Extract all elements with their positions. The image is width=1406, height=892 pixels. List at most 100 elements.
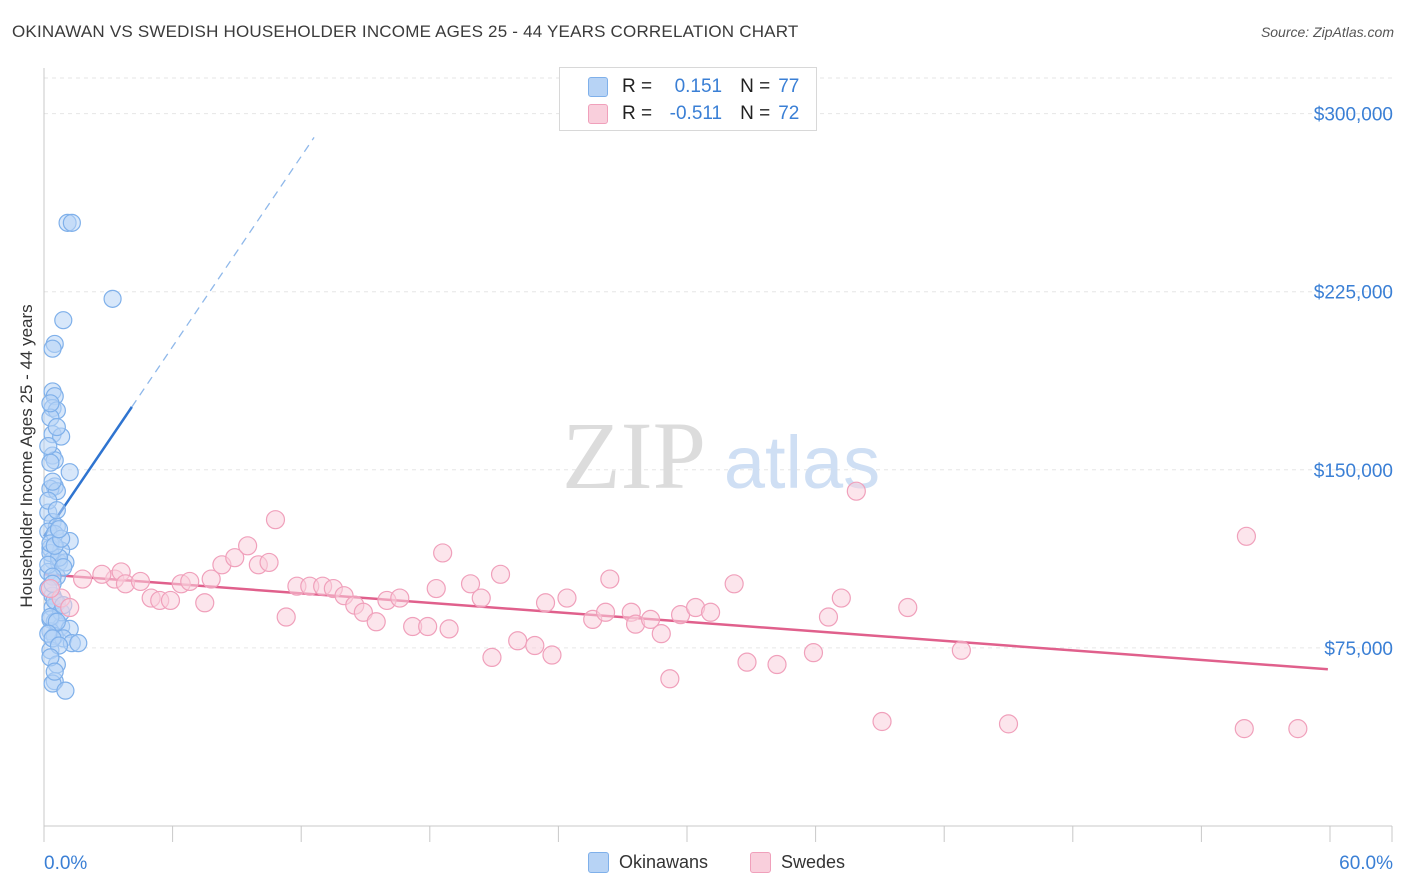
okinawans-legend-label: Okinawans	[619, 852, 709, 872]
n-label: N =	[740, 103, 771, 124]
swedes-point	[831, 588, 851, 608]
swedes-point	[737, 652, 757, 672]
swedes-point	[418, 616, 438, 637]
okinawans-point	[56, 681, 75, 700]
swedes-point	[195, 593, 215, 613]
source-label: Source: ZipAtlas.com	[1260, 24, 1394, 40]
swedes-point	[872, 711, 892, 732]
swedes-point	[390, 588, 410, 608]
tick-labels: $75,000 $150,000 $225,000 $300,000 0.0% 60.0%	[44, 105, 1393, 874]
swedes-point	[846, 481, 866, 501]
r-value: 0.151	[674, 76, 723, 97]
swedes-point	[40, 578, 61, 599]
swedes-point	[557, 588, 577, 608]
legend-item-okinawans: Okinawans	[588, 852, 708, 873]
r-label: R =	[622, 103, 653, 124]
data-points	[39, 213, 1308, 739]
swedes-point	[259, 552, 279, 573]
legend-row-swedes: R = -0.511 N = 72	[588, 101, 799, 127]
swedes-point	[92, 564, 112, 584]
okinawans-legend-swatch	[588, 852, 609, 873]
okinawans-point	[47, 417, 66, 437]
swedes-point	[600, 569, 620, 589]
x-tick-label: 0.0%	[44, 853, 87, 874]
swedes-point	[1236, 526, 1257, 546]
swedes-point	[535, 593, 556, 613]
swedes-point	[651, 624, 671, 644]
swedes-point	[640, 609, 661, 630]
okinawans-point	[41, 394, 60, 413]
x-tick-label: 60.0%	[1339, 853, 1393, 874]
swedes-point	[60, 597, 80, 618]
okinawans-point	[54, 311, 73, 330]
swedes-point	[700, 602, 721, 622]
swedes-point	[542, 645, 562, 665]
swedes-point	[460, 574, 481, 594]
swedes-point	[767, 654, 787, 675]
legend-item-swedes: Swedes	[750, 852, 845, 873]
swedes-point	[508, 631, 528, 651]
swedes-point	[180, 571, 200, 592]
okinawans-point	[45, 662, 64, 681]
swedes-point	[724, 574, 744, 594]
y-axis-label: Householder Income Ages 25 - 44 years	[17, 304, 36, 608]
swedes-point	[353, 602, 373, 622]
swedes-point	[998, 714, 1019, 734]
swedes-point	[72, 569, 93, 589]
okinawans-point	[62, 213, 81, 232]
okinawans-point	[49, 520, 69, 539]
watermark: ZIP atlas	[562, 402, 880, 509]
y-tick-label: $150,000	[1314, 461, 1393, 482]
swedes-point	[525, 635, 545, 656]
okinawans-trend-extension	[131, 137, 315, 408]
okinawans-point	[43, 472, 62, 491]
swedes-point	[482, 647, 502, 668]
r-label: R =	[622, 76, 653, 97]
swedes-point	[426, 578, 446, 599]
n-value: 77	[778, 76, 800, 97]
swedes-point	[951, 640, 971, 660]
swedes-point	[366, 612, 386, 632]
okinawans-point	[43, 339, 62, 358]
r-value: -0.511	[669, 103, 723, 124]
okinawans-point	[69, 634, 88, 653]
y-tick-label: $300,000	[1314, 105, 1393, 126]
y-tick-label: $225,000	[1314, 283, 1393, 304]
swedes-swatch	[588, 104, 608, 124]
okinawans-point	[103, 289, 122, 308]
swedes-point	[490, 564, 511, 584]
swedes-point	[660, 669, 680, 689]
gridlines	[44, 77, 1392, 649]
swedes-point	[130, 571, 151, 592]
swedes-legend-swatch	[750, 852, 771, 873]
n-label: N =	[740, 76, 771, 97]
swedes-point	[276, 607, 296, 627]
okinawans-swatch	[588, 77, 608, 97]
swedes-point	[1234, 719, 1254, 739]
y-tick-label: $75,000	[1324, 639, 1393, 660]
legend-row-okinawans: R = 0.151 N = 77	[588, 74, 799, 100]
swedes-point	[201, 569, 221, 589]
okinawans-point	[60, 463, 79, 482]
n-value: 72	[778, 103, 800, 124]
swedes-legend-label: Swedes	[781, 852, 846, 872]
okinawans-point	[41, 453, 60, 472]
swedes-point	[160, 590, 181, 611]
swedes-point	[433, 543, 453, 563]
axes	[43, 68, 1393, 842]
swedes-point	[238, 536, 258, 556]
watermark-zip: ZIP	[562, 402, 706, 509]
swedes-point	[225, 548, 245, 568]
swedes-point	[595, 602, 616, 622]
swedes-point	[1288, 719, 1308, 739]
swedes-point	[803, 643, 824, 663]
swedes-point	[898, 597, 918, 618]
swedes-point	[818, 607, 839, 627]
correlation-legend: R = 0.151 N = 77 R = -0.511 N = 72	[559, 67, 817, 131]
okinawans-point	[47, 501, 66, 520]
okinawans-point	[39, 436, 58, 456]
swedes-point	[439, 619, 459, 639]
chart-title: OKINAWAN VS SWEDISH HOUSEHOLDER INCOME A…	[12, 22, 799, 41]
swedes-point	[471, 588, 491, 608]
